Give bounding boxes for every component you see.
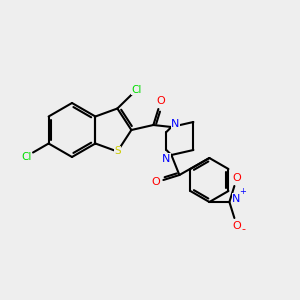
Text: N: N [162,154,171,164]
Text: -: - [242,224,245,234]
Text: N: N [171,119,180,129]
Text: +: + [239,188,246,196]
Text: O: O [232,221,241,231]
Text: O: O [156,96,165,106]
Text: S: S [114,146,121,157]
Text: O: O [151,177,160,187]
Text: O: O [232,173,241,183]
Text: Cl: Cl [131,85,142,94]
Text: Cl: Cl [21,152,31,161]
Text: N: N [232,194,241,204]
